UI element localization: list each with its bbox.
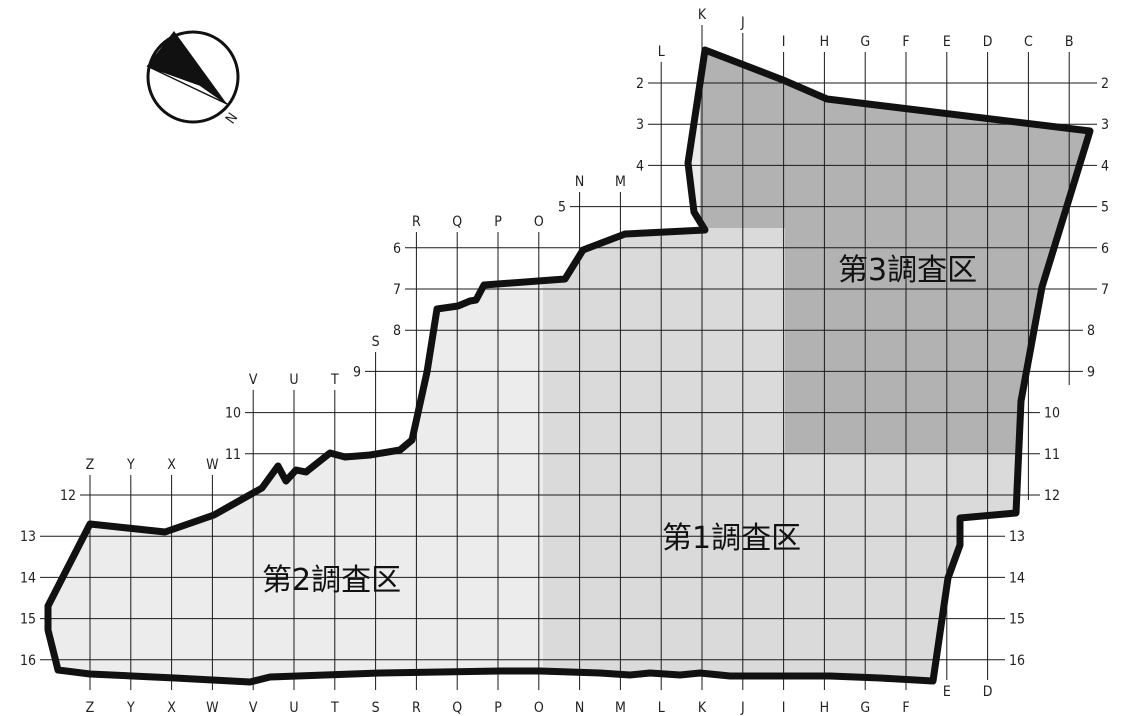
row-label-right: 12: [1044, 488, 1060, 504]
column-label-top: E: [943, 34, 951, 50]
column-label-bottom: Z: [86, 700, 95, 716]
column-label-bottom: V: [249, 700, 258, 716]
column-label-top: Y: [126, 457, 135, 473]
row-label-right: 4: [1101, 158, 1109, 174]
column-label-bottom: N: [575, 700, 584, 716]
row-label-right: 7: [1101, 282, 1109, 298]
column-label-top: I: [782, 34, 786, 50]
column-label-bottom: K: [698, 700, 707, 716]
survey-area-3-label: 第3調査区: [838, 253, 977, 288]
column-label-top: V: [249, 372, 258, 388]
column-label-top: C: [1024, 34, 1033, 50]
column-label-top: L: [658, 44, 665, 60]
column-label-top: K: [698, 7, 707, 23]
column-label-top: P: [494, 214, 502, 230]
column-label-bottom: T: [330, 700, 339, 716]
column-label-bottom: R: [412, 700, 421, 716]
grid-lines: [40, 25, 1097, 690]
column-label-top: N: [575, 174, 584, 190]
column-label-bottom: G: [860, 700, 870, 716]
column-label-top: M: [615, 174, 626, 190]
row-label-left: 3: [636, 117, 644, 133]
row-label-right: 9: [1087, 364, 1095, 380]
row-label-right: 16: [1009, 653, 1025, 669]
column-label-top: W: [206, 457, 219, 473]
column-label-bottom: U: [289, 700, 298, 716]
column-label-bottom: E: [943, 684, 951, 700]
column-label-bottom: F: [902, 700, 909, 716]
column-label-top: H: [820, 34, 829, 50]
column-label-bottom: L: [658, 700, 665, 716]
survey-area-2-label: 第2調査区: [262, 563, 401, 598]
row-label-right: 13: [1009, 529, 1025, 545]
row-label-left: 6: [393, 241, 401, 257]
column-label-top: T: [330, 372, 339, 388]
row-label-left: 13: [20, 529, 36, 545]
column-label-top: B: [1065, 34, 1074, 50]
column-label-top: F: [902, 34, 909, 50]
row-label-left: 10: [225, 406, 241, 422]
column-label-top: R: [412, 214, 421, 230]
row-label-left: 7: [393, 282, 401, 298]
row-label-left: 14: [20, 570, 36, 586]
row-label-right: 14: [1009, 570, 1025, 586]
row-label-left: 16: [20, 653, 36, 669]
column-label-bottom: X: [167, 700, 176, 716]
column-label-bottom: J: [740, 700, 745, 716]
column-label-top: Z: [86, 457, 95, 473]
column-label-bottom: D: [983, 684, 993, 700]
row-label-left: 4: [636, 158, 644, 174]
row-label-left: 9: [353, 364, 361, 380]
column-label-top: X: [167, 457, 176, 473]
column-label-top: Q: [452, 214, 462, 230]
row-label-right: 8: [1087, 323, 1095, 339]
column-label-top: S: [372, 334, 380, 350]
column-label-bottom: S: [372, 700, 380, 716]
column-label-top: G: [860, 34, 870, 50]
column-label-top: D: [983, 34, 993, 50]
row-label-left: 5: [558, 200, 566, 216]
column-label-bottom: Y: [126, 700, 135, 716]
north-arrow-icon: N: [146, 30, 242, 127]
row-label-left: 2: [636, 76, 644, 92]
grid-labels: Z Y X W V U T S R Q P O N M L K J I H G F E D C B Z Y X W V U T S R Q P O N M L…: [20, 7, 1109, 716]
row-label-left: 8: [393, 323, 401, 339]
row-label-left: 12: [60, 488, 76, 504]
row-label-left: 15: [20, 612, 36, 628]
north-label: N: [223, 110, 242, 127]
row-label-right: 11: [1044, 447, 1060, 463]
row-label-left: 11: [225, 447, 241, 463]
row-label-right: 6: [1101, 241, 1109, 257]
column-label-top: J: [740, 15, 745, 31]
row-label-right: 3: [1101, 117, 1109, 133]
column-label-bottom: P: [494, 700, 502, 716]
column-label-bottom: W: [206, 700, 219, 716]
column-label-bottom: O: [534, 700, 544, 716]
site-boundary: [44, 46, 1094, 686]
row-label-right: 5: [1101, 200, 1109, 216]
survey-area-1-label: 第1調査区: [662, 521, 801, 556]
row-label-right: 10: [1044, 406, 1060, 422]
column-label-top: O: [534, 214, 544, 230]
column-label-top: U: [289, 372, 298, 388]
column-label-bottom: M: [615, 700, 626, 716]
column-label-bottom: H: [820, 700, 829, 716]
column-label-bottom: I: [782, 700, 786, 716]
row-label-right: 2: [1101, 76, 1109, 92]
column-label-bottom: Q: [452, 700, 462, 716]
row-label-right: 15: [1009, 612, 1025, 628]
